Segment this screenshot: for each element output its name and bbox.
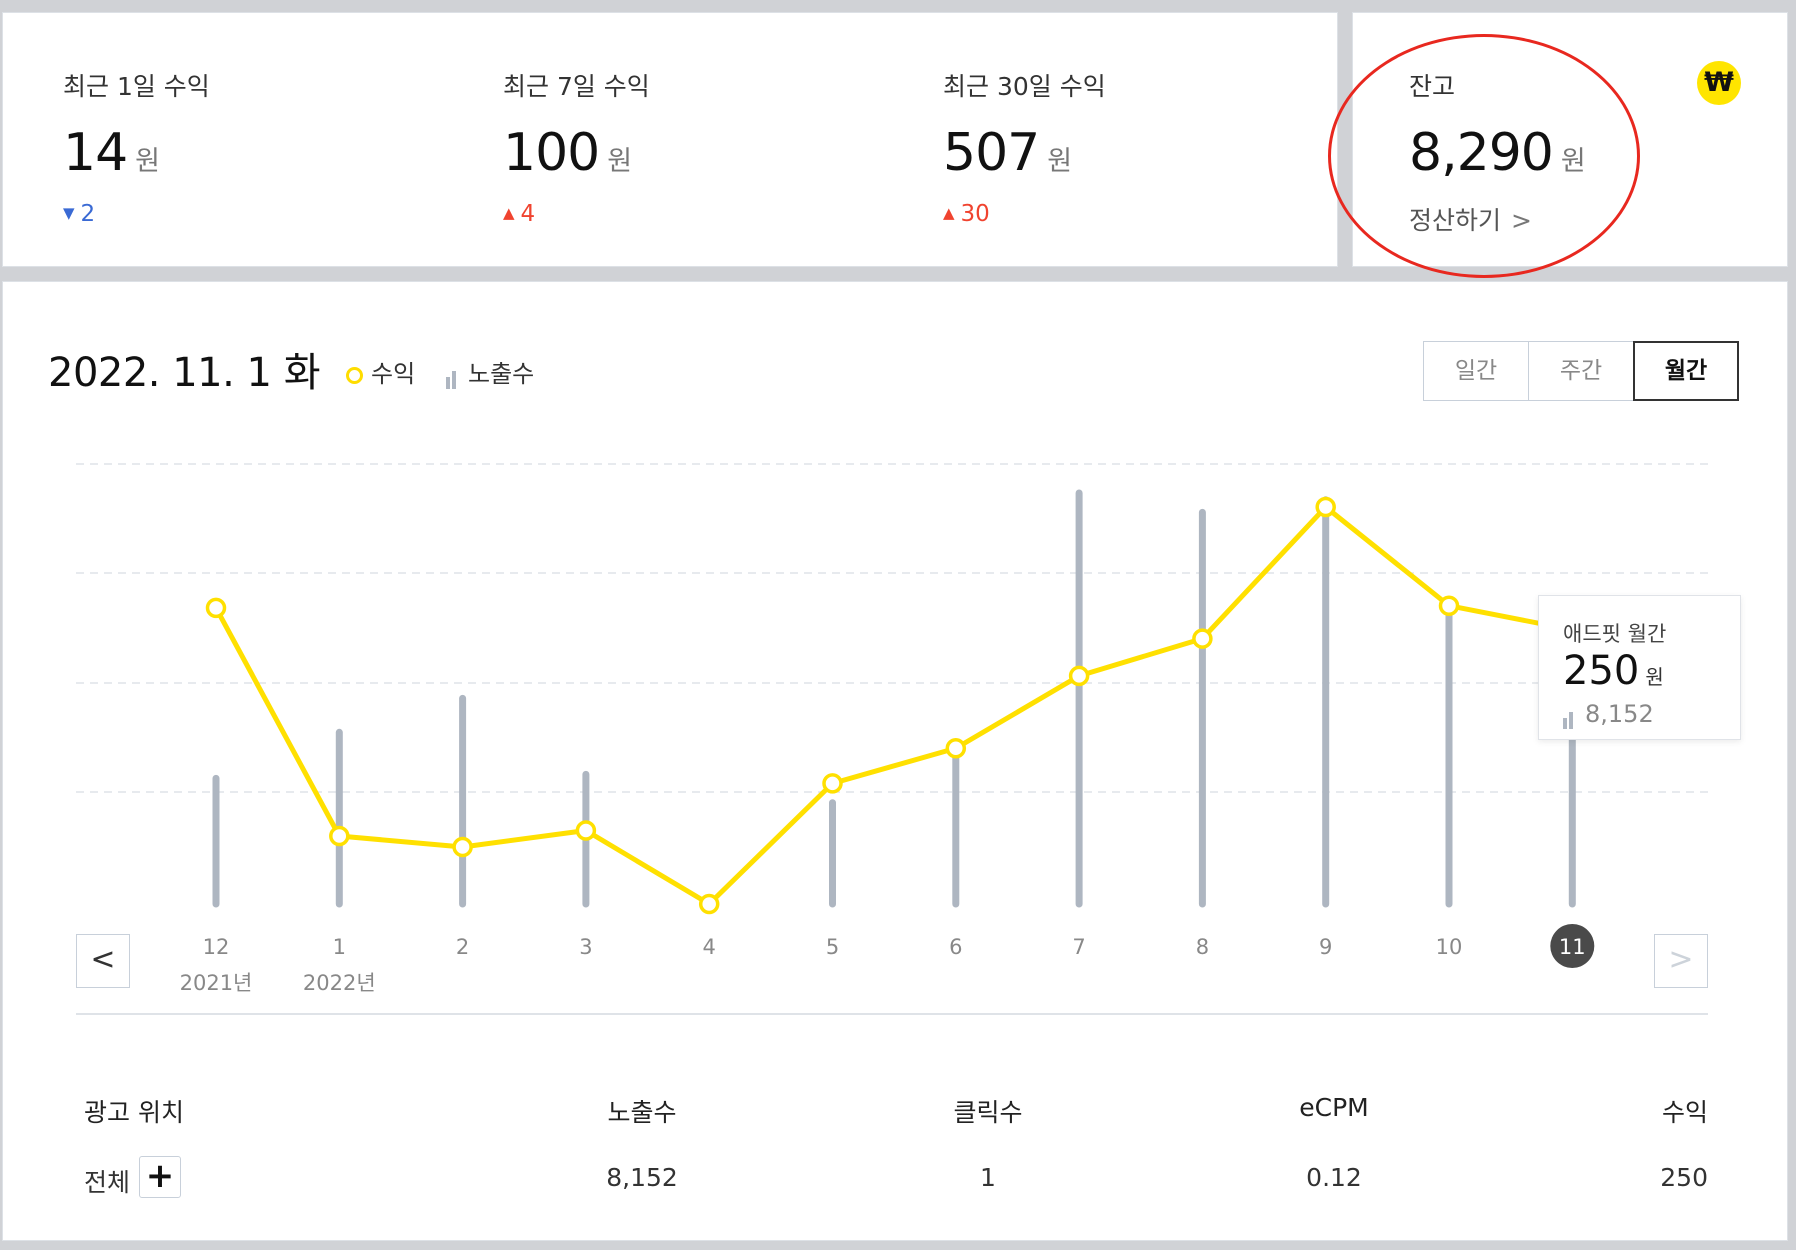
stat-label: 최근 30일 수익	[943, 72, 1106, 101]
annotation-circle	[1328, 34, 1640, 278]
x-tick-label: 9	[1319, 935, 1332, 959]
revenue-point	[1192, 628, 1213, 649]
stat-value: 507 원	[943, 123, 1072, 183]
cell-revenue: 250	[1660, 1163, 1708, 1192]
period-tabs: 일간 주간 월간	[1423, 341, 1739, 401]
stat-number: 14	[63, 123, 128, 183]
col-header-revenue: 수익	[1661, 1098, 1708, 1127]
stat-change-value: 30	[960, 201, 990, 227]
triangle-up-icon: ▲	[943, 204, 955, 222]
stat-unit: 원	[1047, 146, 1073, 177]
legend-impressions-label: 노출수	[468, 360, 535, 388]
stat-label: 최근 7일 수익	[503, 72, 650, 101]
x-tick-sublabel: 2022년	[303, 971, 376, 995]
revenue-point	[698, 893, 720, 915]
stat-change: ▼ 2	[63, 201, 95, 227]
cell-impressions: 8,152	[606, 1163, 678, 1192]
chart-tooltip: 애드핏 월간 250 원 8,152	[1538, 595, 1741, 740]
tooltip-impressions: 8,152	[1563, 700, 1654, 729]
cell-clicks: 1	[980, 1163, 996, 1192]
tooltip-impressions-value: 8,152	[1585, 700, 1654, 728]
stat-unit: 원	[135, 146, 161, 177]
revenue-point	[945, 738, 967, 759]
stat-change-value: 2	[80, 201, 96, 227]
revenue-point	[1438, 595, 1460, 616]
chart-date: 2022. 11. 1 화	[48, 350, 321, 396]
x-tick-label: 11	[1559, 935, 1586, 959]
stat-change: ▲ 30	[943, 201, 990, 227]
revenue-point	[1068, 665, 1090, 687]
x-tick-label: 6	[949, 935, 962, 959]
revenue-line	[213, 504, 1573, 907]
next-button[interactable]: >	[1654, 934, 1708, 988]
tooltip-number: 250	[1563, 648, 1640, 694]
x-tick-label: 2	[456, 935, 469, 959]
x-tick-label: 1	[333, 935, 346, 959]
col-header-position: 광고 위치	[84, 1098, 184, 1127]
x-tick-label: 3	[579, 935, 592, 959]
x-tick-label: 10	[1436, 935, 1463, 959]
circle-icon	[346, 367, 363, 384]
tab-daily[interactable]: 일간	[1423, 341, 1529, 401]
tooltip-value: 250 원	[1563, 648, 1664, 694]
stat-value: 14 원	[63, 123, 160, 183]
cell-ecpm: 0.12	[1306, 1163, 1362, 1192]
stat-value: 100 원	[503, 123, 632, 183]
expand-button[interactable]: +	[139, 1156, 181, 1198]
col-header-ecpm: eCPM	[1299, 1093, 1369, 1122]
bar-chart-icon	[1563, 701, 1575, 729]
revenue-point	[822, 773, 843, 794]
tooltip-unit: 원	[1645, 665, 1664, 689]
legend-revenue-label: 수익	[371, 360, 416, 388]
stat-number: 507	[943, 123, 1040, 183]
col-header-impressions: 노출수	[607, 1098, 677, 1127]
triangle-up-icon: ▲	[503, 204, 515, 222]
stat-number: 100	[503, 123, 600, 183]
stat-change-value: 4	[520, 201, 536, 227]
legend-revenue[interactable]: 수익	[346, 354, 415, 389]
cell-position: 전체	[84, 1168, 131, 1197]
stat-unit: 원	[607, 146, 633, 177]
won-coin-icon: ₩	[1697, 61, 1741, 105]
prev-button[interactable]: <	[76, 934, 130, 988]
triangle-down-icon: ▼	[63, 204, 75, 222]
bar-chart-icon	[446, 361, 458, 389]
revenue-point	[329, 825, 350, 847]
stat-label: 최근 1일 수익	[63, 72, 210, 101]
x-tick-label: 12	[203, 935, 230, 959]
tab-monthly[interactable]: 월간	[1633, 341, 1739, 401]
x-tick-label: 7	[1072, 935, 1085, 959]
x-tick-sublabel: 2021년	[180, 971, 253, 995]
x-tick-label: 8	[1196, 935, 1209, 959]
tooltip-title: 애드핏 월간	[1563, 622, 1667, 646]
legend-impressions[interactable]: 노출수	[446, 354, 534, 389]
tab-weekly[interactable]: 주간	[1528, 341, 1634, 401]
revenue-point	[452, 836, 473, 858]
x-tick-label: 4	[703, 935, 716, 959]
x-tick-label: 5	[826, 935, 839, 959]
revenue-point	[205, 597, 227, 619]
selected-month-badge	[1550, 924, 1595, 968]
revenue-point	[575, 820, 597, 841]
col-header-clicks: 클릭수	[953, 1098, 1023, 1127]
stat-change: ▲ 4	[503, 201, 535, 227]
summary-card: 최근 1일 수익 14 원 ▼ 2 최근 7일 수익 100 원 ▲ 4 최근 30일 …	[2, 12, 1338, 267]
revenue-point	[1315, 496, 1336, 518]
